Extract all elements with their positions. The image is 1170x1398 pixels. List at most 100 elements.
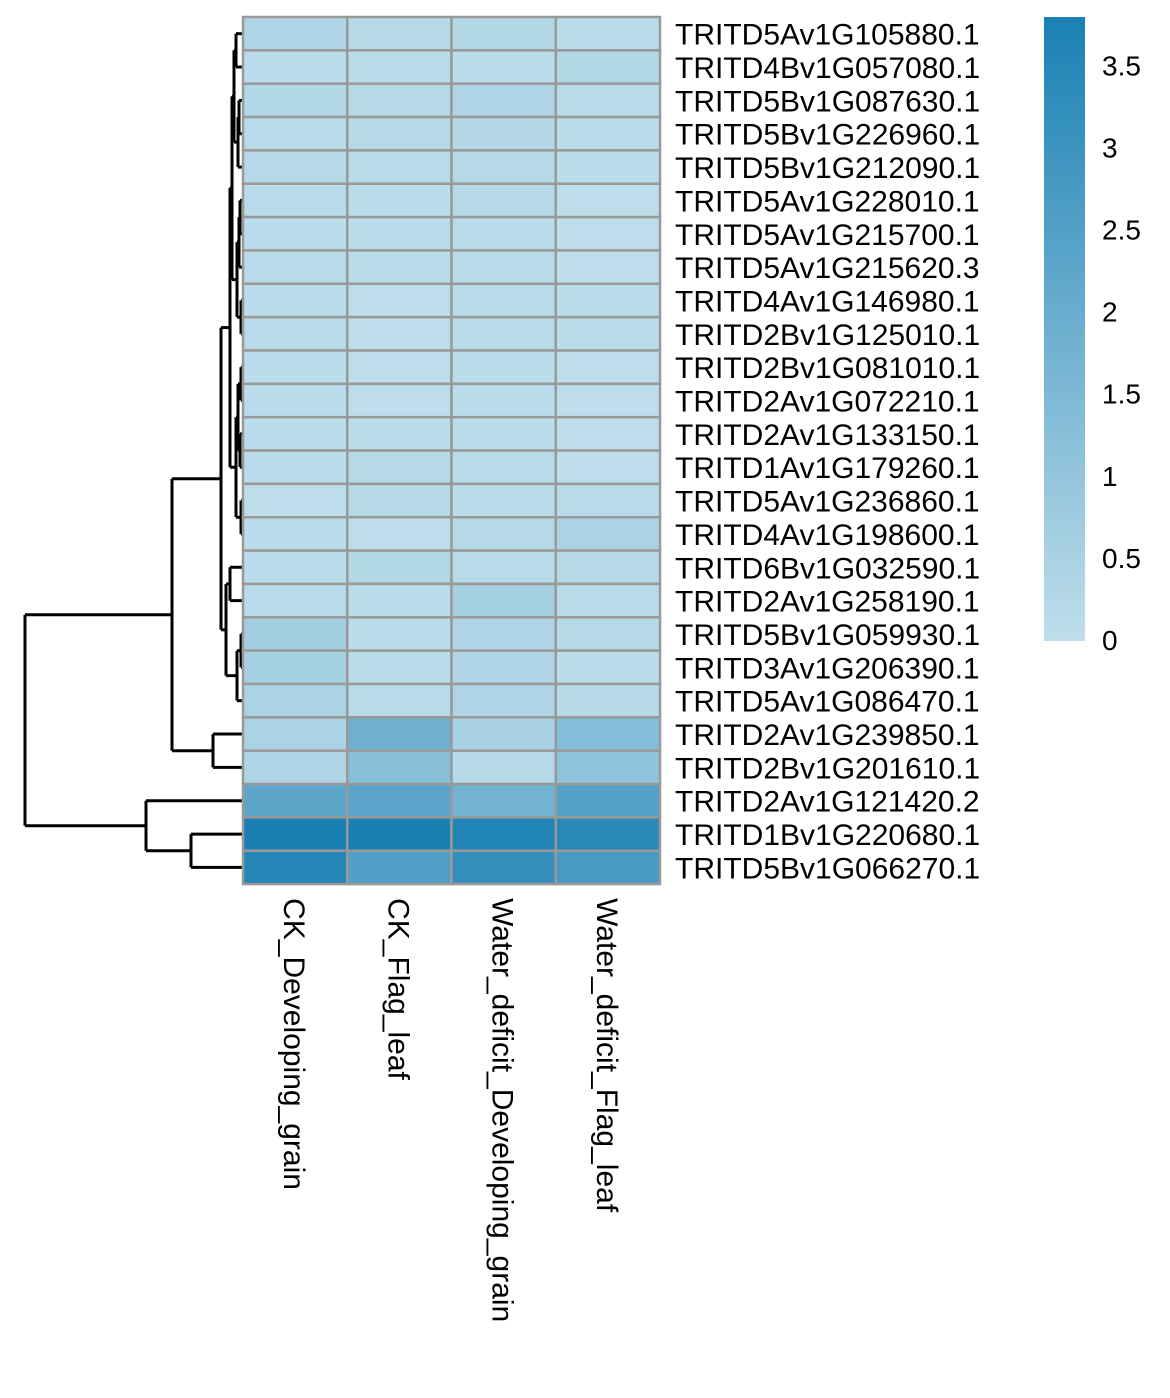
heatmap-cell: [554, 449, 662, 486]
column-label: Water_deficit_Flag_leaf: [590, 898, 623, 1213]
heatmap-cell: [450, 49, 557, 85]
heatmap-cell: [346, 282, 453, 319]
heatmap-cell: [554, 282, 662, 319]
row-label: TRITD4Av1G198600.1: [675, 519, 980, 552]
heatmap-cell: [346, 115, 453, 152]
heatmap-cell: [450, 782, 557, 819]
column-label: CK_Developing_grain: [277, 898, 310, 1190]
heatmap-cell: [241, 849, 349, 886]
heatmap-cell: [450, 549, 557, 586]
heatmap-cell: [450, 315, 557, 352]
heatmap-cell: [554, 649, 662, 686]
heatmap-cell: [346, 749, 453, 786]
heatmap-cell: [241, 382, 349, 419]
heatmap-cell: [346, 82, 453, 119]
row-label: TRITD5Bv1G226960.1: [675, 119, 980, 152]
heatmap-cell: [241, 649, 349, 686]
heatmap-cell: [450, 716, 557, 752]
heatmap-cell: [554, 749, 662, 786]
color-legend: 0 0.5 1 1.5 2 2.5 3 3.5: [1044, 17, 1141, 656]
heatmap-cell: [554, 816, 662, 853]
heatmap-cell: [554, 15, 662, 52]
heatmap-cell: [346, 382, 453, 419]
heatmap-cell: [241, 182, 349, 219]
heatmap-cell: [346, 516, 453, 552]
row-label: TRITD5Bv1G212090.1: [675, 152, 980, 185]
heatmap-cell: [554, 315, 662, 352]
heatmap-cell: [554, 415, 662, 452]
heatmap-cell: [241, 482, 349, 519]
heatmap-cell: [241, 415, 349, 452]
heatmap-cell: [346, 249, 453, 286]
heatmap-cell: [346, 449, 453, 486]
heatmap-cell: [241, 549, 349, 586]
legend-tick-label: 3.5: [1102, 50, 1141, 81]
heatmap-cell: [554, 782, 662, 819]
heatmap-cell: [450, 15, 557, 52]
column-label: Water_deficit_Developing_grain: [486, 898, 519, 1322]
row-label: TRITD4Av1G146980.1: [675, 285, 980, 318]
column-labels: CK_Developing_grain CK_Flag_leaf Water_def…: [277, 898, 623, 1322]
row-labels: TRITD5Av1G105880.1TRITD4Bv1G057080.1TRIT…: [675, 19, 980, 886]
heatmap-cell: [241, 516, 349, 552]
heatmap-cell: [346, 415, 453, 452]
row-label: TRITD5Bv1G066270.1: [675, 852, 980, 885]
heatmap-cell: [241, 582, 349, 619]
heatmap-cell: [554, 149, 662, 185]
heatmap-cell: [346, 215, 453, 252]
heatmap-cell: [346, 149, 453, 185]
heatmap-cell: [450, 649, 557, 686]
heatmap-cell: [346, 182, 453, 219]
row-label: TRITD5Av1G105880.1: [675, 19, 980, 52]
heatmap-cell: [241, 82, 349, 119]
heatmap-cell: [554, 82, 662, 119]
row-label: TRITD2Av1G072210.1: [675, 386, 980, 419]
row-label: TRITD2Av1G258190.1: [675, 586, 980, 619]
heatmap-cell: [346, 582, 453, 619]
heatmap-cell: [554, 616, 662, 652]
heatmap-cell: [450, 682, 557, 719]
heatmap-cell: [450, 182, 557, 219]
heatmap-cell: [241, 616, 349, 652]
heatmap-cell: [346, 616, 453, 652]
heatmap-cell: [241, 215, 349, 252]
heatmap-cell: [450, 149, 557, 185]
row-label: TRITD3Av1G206390.1: [675, 652, 980, 685]
heatmap-cell: [554, 249, 662, 286]
row-label: TRITD5Bv1G059930.1: [675, 619, 980, 652]
row-label: TRITD5Av1G215620.3: [675, 252, 980, 285]
legend-tick-label: 0.5: [1102, 543, 1141, 574]
row-label: TRITD1Av1G179260.1: [675, 452, 980, 485]
heatmap-cell: [346, 816, 453, 853]
row-label: TRITD5Av1G236860.1: [675, 486, 980, 519]
row-label: TRITD2Bv1G125010.1: [675, 319, 980, 352]
heatmap-cell: [554, 49, 662, 85]
heatmap-cell: [241, 749, 349, 786]
heatmap-cell: [554, 682, 662, 719]
heatmap-cell: [450, 415, 557, 452]
column-label: CK_Flag_leaf: [381, 898, 414, 1080]
row-label: TRITD6Bv1G032590.1: [675, 552, 980, 585]
heatmap-cell: [241, 282, 349, 319]
heatmap-cell: [346, 315, 453, 352]
heatmap-cell: [346, 549, 453, 586]
heatmap-cell: [450, 816, 557, 853]
row-label: TRITD5Bv1G087630.1: [675, 85, 980, 118]
heatmap-cell: [346, 782, 453, 819]
heatmap-cell: [346, 849, 453, 886]
heatmap-cell: [450, 82, 557, 119]
heatmap-cell: [554, 182, 662, 219]
legend-colorbar: [1044, 17, 1085, 641]
heatmap-cell: [241, 682, 349, 719]
heatmap-cell: [450, 849, 557, 886]
heatmap-cell: [554, 849, 662, 886]
heatmap-cell: [241, 49, 349, 85]
heatmap-cell: [450, 115, 557, 152]
heatmap-cell: [450, 382, 557, 419]
legend-tick-label: 0: [1102, 625, 1118, 656]
legend-tick-label: 2.5: [1102, 214, 1141, 245]
heatmap-cell: [554, 516, 662, 552]
row-label: TRITD2Av1G239850.1: [675, 719, 980, 752]
row-label: TRITD2Av1G121420.2: [675, 786, 980, 819]
